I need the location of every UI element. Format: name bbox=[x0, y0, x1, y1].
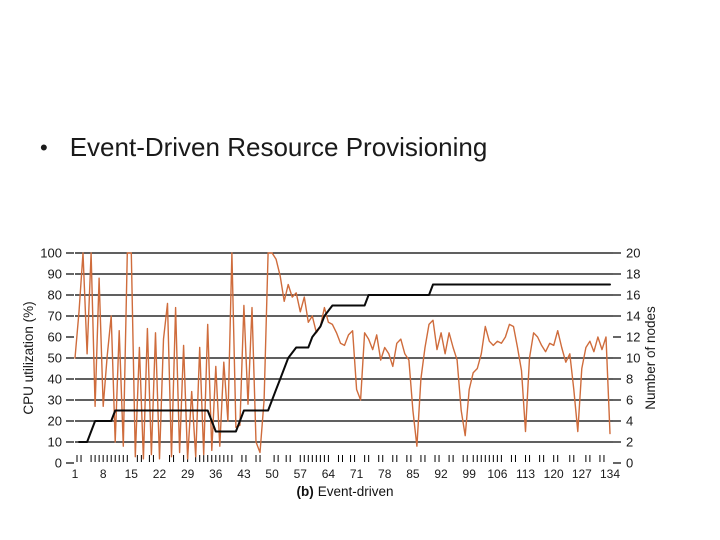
x-axis-tick-label: 64 bbox=[322, 467, 336, 481]
x-axis-tick-label: 71 bbox=[350, 467, 364, 481]
left-axis-tick-label: 90 bbox=[48, 267, 62, 282]
right-axis-tick-label: 8 bbox=[626, 372, 633, 387]
left-axis-tick-label: 40 bbox=[48, 372, 62, 387]
x-axis-tick-label: 29 bbox=[181, 467, 195, 481]
x-axis-tick-label: 36 bbox=[209, 467, 223, 481]
right-axis-tick-label: 16 bbox=[626, 288, 640, 303]
right-axis-title: Number of nodes bbox=[643, 306, 658, 410]
right-axis-tick-label: 20 bbox=[626, 246, 640, 261]
cpu-nodes-chart: 010203040506070809010002468101214161820C… bbox=[21, 246, 658, 482]
left-axis-tick-label: 100 bbox=[40, 246, 62, 261]
left-axis-tick-label: 60 bbox=[48, 330, 62, 345]
x-axis-tick-label: 113 bbox=[516, 467, 535, 481]
nodes-line bbox=[78, 283, 611, 443]
right-axis-tick-label: 18 bbox=[626, 267, 640, 282]
right-axis-tick-label: 10 bbox=[626, 351, 640, 366]
x-axis-tick-label: 92 bbox=[434, 467, 448, 481]
chart-caption: (b) Event-driven bbox=[0, 484, 690, 499]
left-axis-tick-label: 50 bbox=[48, 351, 62, 366]
x-axis-tick-label: 8 bbox=[100, 467, 107, 481]
right-axis-tick-label: 2 bbox=[626, 435, 633, 450]
page-title: Event-Driven Resource Provisioning bbox=[69, 132, 488, 162]
x-axis-tick-label: 50 bbox=[265, 467, 279, 481]
right-axis-tick-label: 14 bbox=[626, 309, 640, 324]
x-axis-tick-label: 106 bbox=[487, 467, 507, 481]
left-axis-tick-label: 80 bbox=[48, 288, 62, 303]
right-axis-tick-label: 6 bbox=[626, 393, 633, 408]
left-axis-tick-label: 30 bbox=[48, 393, 62, 408]
caption-text: Event-driven bbox=[317, 484, 394, 499]
left-axis-title: CPU utilization (%) bbox=[21, 301, 36, 414]
bullet-icon: • bbox=[40, 135, 48, 160]
x-axis-tick-label: 78 bbox=[378, 467, 392, 481]
right-axis-tick-label: 0 bbox=[626, 456, 633, 471]
right-axis-tick-label: 12 bbox=[626, 330, 640, 345]
x-axis-tick-label: 43 bbox=[237, 467, 251, 481]
x-axis-tick-label: 1 bbox=[72, 467, 79, 481]
x-axis-tick-label: 15 bbox=[125, 467, 139, 481]
x-axis-tick-label: 22 bbox=[153, 467, 167, 481]
x-axis-tick-label: 127 bbox=[572, 467, 592, 481]
left-axis-tick-label: 10 bbox=[48, 435, 62, 450]
x-axis-tick-label: 134 bbox=[600, 467, 620, 481]
x-axis-tick-label: 120 bbox=[544, 467, 564, 481]
slide-title-row: • Event-Driven Resource Provisioning bbox=[40, 131, 487, 165]
left-axis-tick-label: 0 bbox=[55, 456, 62, 471]
x-axis-tick-label: 85 bbox=[406, 467, 420, 481]
x-axis-tick-label: 57 bbox=[294, 467, 308, 481]
left-axis-tick-label: 20 bbox=[48, 414, 62, 429]
chart-figure: 0 10 20 30 40 50 60 70 80 90 100 0 2 4 6 8 10 12 14 16 18 20 C… bbox=[0, 240, 720, 510]
caption-prefix: (b) bbox=[296, 484, 314, 499]
left-axis-tick-label: 70 bbox=[48, 309, 62, 324]
x-axis-tick-label: 99 bbox=[463, 467, 477, 481]
cpu-line bbox=[74, 252, 611, 460]
right-axis-tick-label: 4 bbox=[626, 414, 633, 429]
